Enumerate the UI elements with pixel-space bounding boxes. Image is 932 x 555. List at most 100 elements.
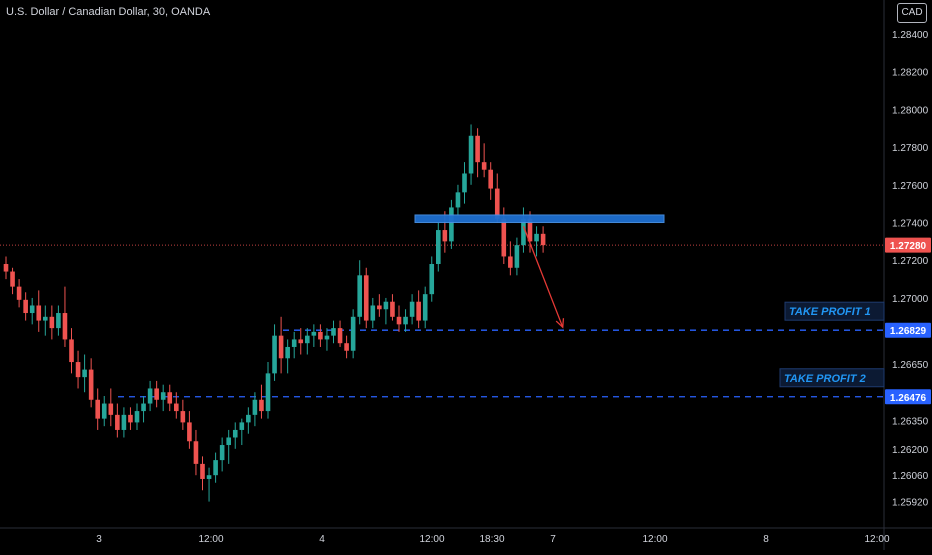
candle[interactable] xyxy=(36,305,42,321)
candle[interactable] xyxy=(187,422,192,442)
candle[interactable] xyxy=(239,422,245,430)
candle[interactable] xyxy=(455,192,461,208)
candle[interactable] xyxy=(56,313,61,329)
candle[interactable] xyxy=(416,301,421,321)
candle[interactable] xyxy=(101,403,107,419)
candle[interactable] xyxy=(534,233,539,242)
price-tick-label: 1.28200 xyxy=(892,68,929,79)
candle[interactable] xyxy=(115,414,120,430)
price-tick-label: 1.28400 xyxy=(892,30,929,41)
candle[interactable] xyxy=(449,207,454,242)
candle[interactable] xyxy=(278,335,284,359)
candle[interactable] xyxy=(468,135,474,174)
candle[interactable] xyxy=(206,475,212,479)
candle[interactable] xyxy=(82,369,87,378)
candle[interactable] xyxy=(409,301,415,317)
candle[interactable] xyxy=(305,335,310,344)
candle[interactable] xyxy=(370,305,376,321)
candle[interactable] xyxy=(141,403,146,412)
candle[interactable] xyxy=(193,441,199,464)
candle[interactable] xyxy=(396,316,402,325)
candle[interactable] xyxy=(337,328,343,344)
candle[interactable] xyxy=(180,411,186,423)
candle[interactable] xyxy=(121,414,127,430)
candle[interactable] xyxy=(62,313,68,340)
candle[interactable] xyxy=(383,301,389,310)
candle[interactable] xyxy=(324,335,330,340)
resistance-zone[interactable] xyxy=(414,214,665,224)
candle[interactable] xyxy=(134,411,140,423)
candle[interactable] xyxy=(265,373,271,412)
candle[interactable] xyxy=(29,305,35,314)
candle[interactable] xyxy=(154,388,159,400)
candle[interactable] xyxy=(43,316,48,321)
candle[interactable] xyxy=(298,339,304,344)
candle[interactable] xyxy=(252,399,258,415)
candle[interactable] xyxy=(540,233,546,246)
candle[interactable] xyxy=(49,316,55,329)
candle[interactable] xyxy=(436,230,441,264)
candle[interactable] xyxy=(232,429,238,438)
candle[interactable] xyxy=(213,460,218,476)
candle[interactable] xyxy=(16,286,22,300)
candle[interactable] xyxy=(501,218,507,257)
candle[interactable] xyxy=(285,346,290,359)
candle[interactable] xyxy=(521,218,526,246)
candle[interactable] xyxy=(422,294,428,321)
candle[interactable] xyxy=(200,463,205,479)
candle[interactable] xyxy=(318,331,323,340)
candle[interactable] xyxy=(10,271,15,287)
candle[interactable] xyxy=(259,399,264,412)
candle[interactable] xyxy=(95,399,100,419)
candle[interactable] xyxy=(160,392,166,400)
candle[interactable] xyxy=(174,403,179,412)
candle[interactable] xyxy=(462,173,467,193)
drawings: TAKE PROFIT 1 TAKE PROFIT 2 xyxy=(414,214,885,388)
candle[interactable] xyxy=(69,339,74,363)
down-arrow[interactable] xyxy=(522,226,564,328)
take-profit-2-tag-label: 1.26476 xyxy=(890,393,927,404)
candle[interactable] xyxy=(108,403,114,415)
candle[interactable] xyxy=(475,135,480,163)
candle[interactable] xyxy=(442,230,448,242)
candle[interactable] xyxy=(363,275,369,321)
candle[interactable] xyxy=(128,414,133,423)
candle[interactable] xyxy=(508,256,513,268)
price-tick-label: 1.28000 xyxy=(892,105,929,116)
candle[interactable] xyxy=(246,414,251,423)
time-tick-label: 12:00 xyxy=(198,534,223,545)
candle[interactable] xyxy=(88,369,94,400)
candle[interactable] xyxy=(272,335,277,374)
candle[interactable] xyxy=(219,445,225,461)
candle[interactable] xyxy=(403,316,408,325)
candle[interactable] xyxy=(331,328,336,336)
candle[interactable] xyxy=(291,339,297,347)
price-tick-label: 1.27000 xyxy=(892,294,929,305)
candle[interactable] xyxy=(226,437,231,446)
take-profit-1-label-box[interactable] xyxy=(784,301,885,321)
candle[interactable] xyxy=(488,169,493,189)
candle[interactable] xyxy=(147,388,153,404)
candle[interactable] xyxy=(350,316,356,351)
candle[interactable] xyxy=(344,343,349,351)
candle[interactable] xyxy=(527,218,533,242)
current-price-tag-label: 1.27280 xyxy=(890,241,927,252)
candle[interactable] xyxy=(75,362,81,378)
candle[interactable] xyxy=(3,264,9,272)
candle[interactable] xyxy=(390,301,395,317)
candle[interactable] xyxy=(514,245,520,268)
candle[interactable] xyxy=(311,331,317,336)
time-tick-label: 8 xyxy=(763,534,769,545)
candle[interactable] xyxy=(357,275,362,317)
candle[interactable] xyxy=(377,305,382,310)
take-profit-2-label-box[interactable] xyxy=(779,368,885,388)
candle[interactable] xyxy=(481,162,487,170)
candle[interactable] xyxy=(167,392,173,404)
currency-badge[interactable]: CAD xyxy=(897,3,927,23)
candle[interactable] xyxy=(494,188,500,219)
candle[interactable] xyxy=(429,264,435,295)
candle[interactable] xyxy=(23,299,28,314)
